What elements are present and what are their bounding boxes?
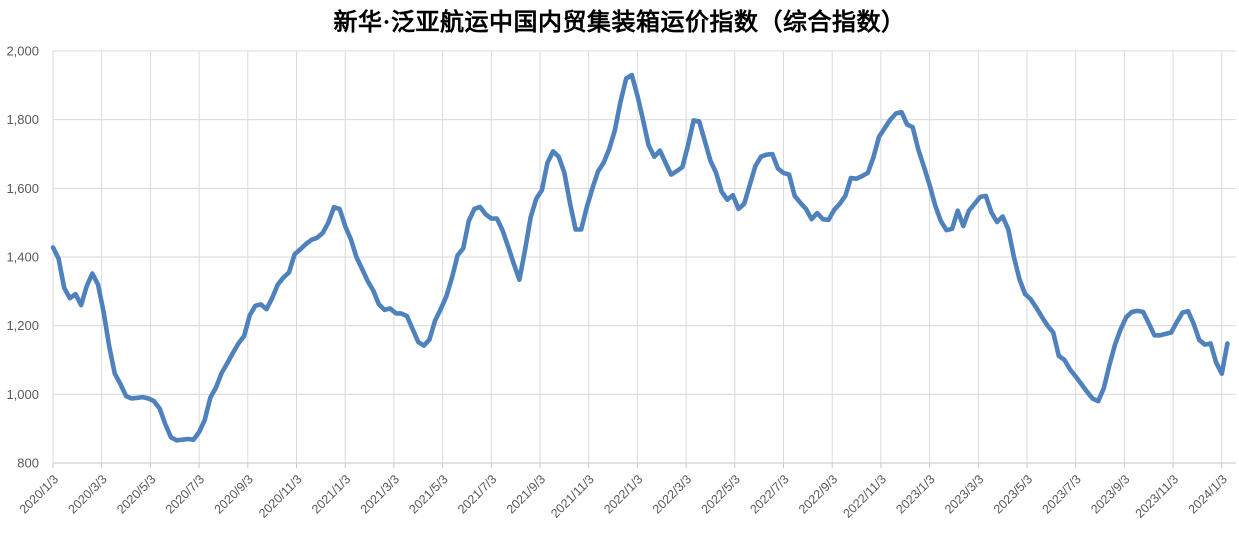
x-axis-tick-label: 2022/3/3	[650, 472, 694, 516]
x-axis-tick-label: 2020/11/3	[256, 472, 305, 521]
y-axis-tick-label: 1,400	[6, 250, 39, 265]
x-axis-tick-label: 2023/7/3	[1040, 472, 1084, 516]
x-axis-tick-label: 2023/9/3	[1088, 472, 1132, 516]
y-axis-tick-label: 800	[17, 456, 39, 471]
x-axis-tick-label: 2022/9/3	[796, 472, 840, 516]
x-axis-tick-label: 2022/7/3	[747, 472, 791, 516]
x-axis-tick-label: 2021/5/3	[406, 472, 450, 516]
x-axis-tick-label: 2023/1/3	[893, 472, 937, 516]
x-axis-tick-label: 2020/3/3	[66, 472, 110, 516]
x-axis-tick-label: 2023/5/3	[991, 472, 1035, 516]
x-axis-tick-label: 2021/7/3	[455, 472, 499, 516]
series-line	[50, 72, 1230, 443]
x-axis-tick-label: 2021/3/3	[358, 472, 402, 516]
x-axis-tick-label: 2021/1/3	[309, 472, 353, 516]
y-axis-tick-label: 1,800	[6, 112, 39, 127]
x-axis-tick-label: 2023/3/3	[942, 472, 986, 516]
chart-title: 新华·泛亚航运中国内贸集装箱运价指数（综合指数）	[333, 10, 906, 36]
x-axis-tick-label: 2020/1/3	[17, 472, 61, 516]
y-axis-tick-label: 1,200	[6, 318, 39, 333]
x-axis-tick-label: 2021/9/3	[504, 472, 548, 516]
x-axis-tick-label: 2022/5/3	[699, 472, 743, 516]
x-axis-tick-label: 2020/7/3	[163, 472, 207, 516]
y-axis-tick-label: 1,600	[6, 181, 39, 196]
y-axis-tick-label: 1,000	[6, 387, 39, 402]
y-axis-tick-label: 2,000	[6, 44, 39, 59]
x-axis-tick-label: 2020/5/3	[114, 472, 158, 516]
x-axis-tick-label: 2023/11/3	[1133, 472, 1182, 521]
x-axis-tick-label: 2024/1/3	[1186, 472, 1230, 516]
x-axis-tick-label: 2021/11/3	[548, 472, 597, 521]
x-axis-tick-label: 2020/9/3	[212, 472, 256, 516]
x-axis-tick-label: 2022/11/3	[840, 472, 889, 521]
x-axis-tick-label: 2022/1/3	[601, 472, 645, 516]
